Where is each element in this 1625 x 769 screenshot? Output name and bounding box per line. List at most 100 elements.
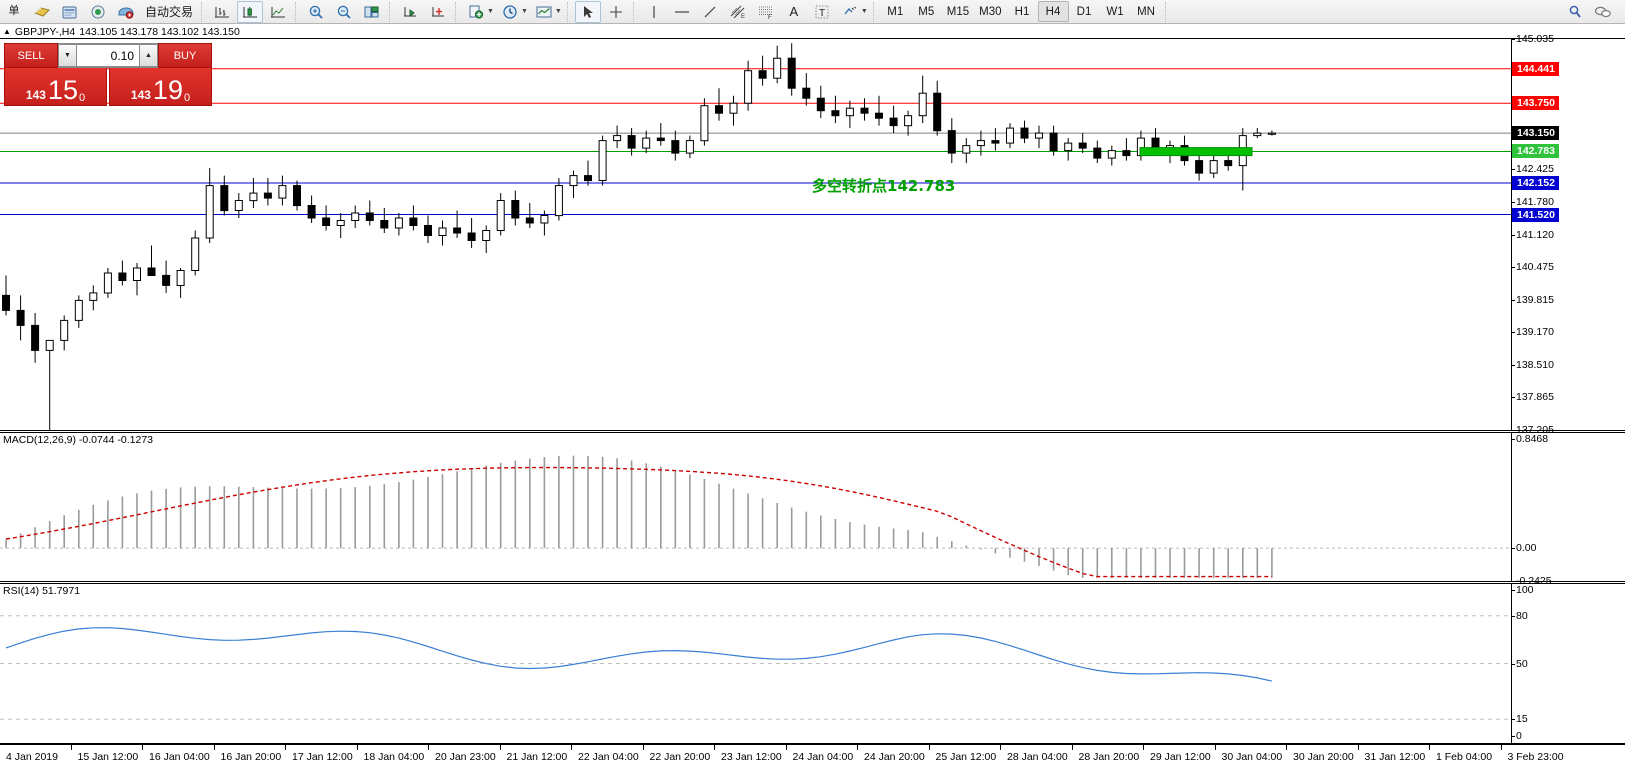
- timeframe-button-m5[interactable]: M5: [918, 5, 935, 18]
- toolbar-separator: [872, 1, 877, 22]
- timeframe-button-mn[interactable]: MN: [1137, 5, 1155, 18]
- time-tick-label: 16 Jan 20:00: [213, 745, 282, 763]
- chart-ohlc-values: 143.105 143.178 143.102 143.150: [79, 25, 240, 38]
- price-tick-label: 137.865: [1512, 391, 1554, 404]
- price-level-badge[interactable]: 144.441: [1512, 61, 1559, 76]
- buy-price-fraction: 0: [183, 92, 191, 104]
- price-chart-canvas[interactable]: 多空转折点142.783: [0, 38, 1511, 431]
- toolbar-separator: [201, 1, 205, 22]
- collapse-arrow-icon[interactable]: ▲: [3, 27, 11, 36]
- rsi-label: RSI(14) 51.7971: [3, 585, 81, 597]
- crosshair-icon[interactable]: [603, 1, 629, 23]
- rsi-chart-svg: [0, 615, 1511, 720]
- bar-chart-icon[interactable]: [209, 1, 235, 23]
- main-toolbar: 单 自动交易: [0, 0, 1625, 24]
- equidistant-channel-icon[interactable]: E: [725, 1, 751, 23]
- time-tick-label: 22 Jan 20:00: [642, 745, 711, 763]
- price-level-badge[interactable]: 143.750: [1512, 96, 1559, 111]
- timeframe-button-m15[interactable]: M15: [946, 5, 970, 18]
- vline-icon[interactable]: [641, 1, 667, 23]
- auto-scroll-icon[interactable]: [397, 1, 423, 23]
- time-tick-label: 16 Jan 04:00: [142, 745, 210, 763]
- text-label-icon[interactable]: A: [789, 4, 799, 19]
- objects-icon[interactable]: [837, 1, 863, 23]
- time-tick-label: 1 Feb 04:00: [1428, 745, 1493, 763]
- chevron-down-icon[interactable]: ▼: [860, 8, 868, 15]
- price-tick-label: 141.780: [1512, 195, 1554, 208]
- timeframe-button-m1[interactable]: M1: [887, 5, 904, 18]
- toolbar-separator: [455, 1, 459, 22]
- price-chart-svg: [0, 43, 1511, 430]
- rsi-pane[interactable]: RSI(14) 51.7971: [0, 583, 1511, 744]
- timeframe-button-w1[interactable]: W1: [1106, 5, 1124, 18]
- period-icon[interactable]: [497, 1, 523, 23]
- volume-stepper[interactable]: ▼ 0.10 ▲: [58, 43, 158, 68]
- sell-price-fraction: 0: [78, 92, 86, 104]
- time-tick-label: 30 Jan 04:00: [1214, 745, 1283, 763]
- chevron-down-icon[interactable]: ▼: [554, 8, 562, 15]
- chevron-down-icon[interactable]: ▼: [520, 8, 528, 15]
- auto-trade-label[interactable]: 自动交易: [145, 5, 194, 19]
- volume-increase-button[interactable]: ▲: [139, 44, 158, 67]
- time-tick-label: 28 Jan 04:00: [1000, 745, 1068, 763]
- buy-button[interactable]: BUY: [158, 43, 212, 68]
- zoom-in-icon[interactable]: [303, 1, 329, 23]
- time-tick-label: 18 Jan 04:00: [356, 745, 425, 763]
- chart-annotation-text[interactable]: 多空转折点142.783: [812, 177, 956, 195]
- price-level-badge[interactable]: 141.520: [1512, 207, 1559, 222]
- sell-price-main: 15: [47, 75, 78, 105]
- macd-axis: 0.8468 0.00 -0.2425: [1511, 432, 1625, 587]
- trendline-icon[interactable]: [697, 1, 723, 23]
- price-tick-label: 145.035: [1512, 33, 1554, 45]
- timeframe-button-h1[interactable]: H1: [1014, 5, 1030, 18]
- price-level-badge[interactable]: 142.152: [1512, 175, 1559, 190]
- new-order-icon[interactable]: [29, 1, 55, 23]
- price-level-badge[interactable]: 142.783: [1512, 144, 1559, 159]
- sell-price-display[interactable]: 143 15 0: [4, 68, 107, 106]
- buy-price-display[interactable]: 143 19 0: [109, 68, 212, 106]
- line-chart-icon[interactable]: [265, 1, 291, 23]
- price-level-badge[interactable]: 143.150: [1512, 126, 1559, 141]
- sell-button[interactable]: SELL: [4, 43, 58, 68]
- tile-windows-icon[interactable]: [359, 1, 385, 23]
- time-tick-label: 20 Jan 23:00: [428, 745, 496, 763]
- price-axis[interactable]: 145.035 144.441 143.750 143.150 142.783 142.4…: [1511, 33, 1625, 436]
- templates-icon[interactable]: [531, 1, 557, 23]
- one-click-trading-panel[interactable]: SELL ▼ 0.10 ▲ BUY 143 15 0 143 19 0: [4, 43, 212, 106]
- text-icon[interactable]: T: [809, 1, 835, 23]
- chat-icon[interactable]: [1590, 1, 1616, 23]
- volume-input[interactable]: 0.10: [77, 44, 139, 67]
- candlestick-chart-icon[interactable]: [237, 0, 264, 23]
- order-icon[interactable]: 单: [8, 5, 20, 17]
- price-tick-label: 141.120: [1512, 228, 1554, 241]
- timeframe-button-d1[interactable]: D1: [1076, 5, 1092, 18]
- toolbar-separator: [566, 1, 571, 22]
- hline-icon[interactable]: [669, 1, 695, 23]
- market-watch-icon[interactable]: [57, 1, 83, 23]
- macd-tick-label: 0.00: [1511, 542, 1537, 555]
- add-indicator-icon[interactable]: [463, 1, 489, 23]
- fibonacci-icon[interactable]: F: [753, 1, 779, 23]
- macd-pane[interactable]: MACD(12,26,9) -0.0744 -0.1273: [0, 432, 1511, 582]
- chevron-down-icon[interactable]: ▼: [487, 8, 494, 15]
- time-tick-label: 31 Jan 12:00: [1357, 745, 1426, 763]
- toolbar-separator: [1164, 1, 1169, 22]
- rsi-tick-label: 50: [1512, 657, 1528, 670]
- time-tick-label: 4 Jan 2019: [0, 745, 58, 763]
- cursor-icon[interactable]: [574, 0, 601, 23]
- zoom-out-icon[interactable]: [331, 1, 357, 23]
- timeframe-button-h4[interactable]: H4: [1037, 1, 1069, 22]
- rsi-tick-label: 100: [1512, 584, 1534, 596]
- rsi-tick-label: 0: [1512, 730, 1522, 742]
- search-icon[interactable]: [1562, 1, 1588, 23]
- time-tick-label: 24 Jan 04:00: [785, 745, 854, 763]
- chart-shift-icon[interactable]: [425, 1, 451, 23]
- buy-price-main: 19: [152, 75, 183, 105]
- terminal-icon[interactable]: [113, 1, 139, 23]
- price-tick-label: 139.170: [1512, 325, 1554, 338]
- svg-text:E: E: [741, 14, 745, 20]
- navigator-icon[interactable]: [85, 1, 111, 23]
- timeframe-button-m30[interactable]: M30: [979, 5, 1002, 18]
- volume-decrease-button[interactable]: ▼: [58, 44, 77, 67]
- time-axis[interactable]: 4 Jan 2019 15 Jan 12:00 16 Jan 04:00 16 Jan…: [0, 744, 1625, 769]
